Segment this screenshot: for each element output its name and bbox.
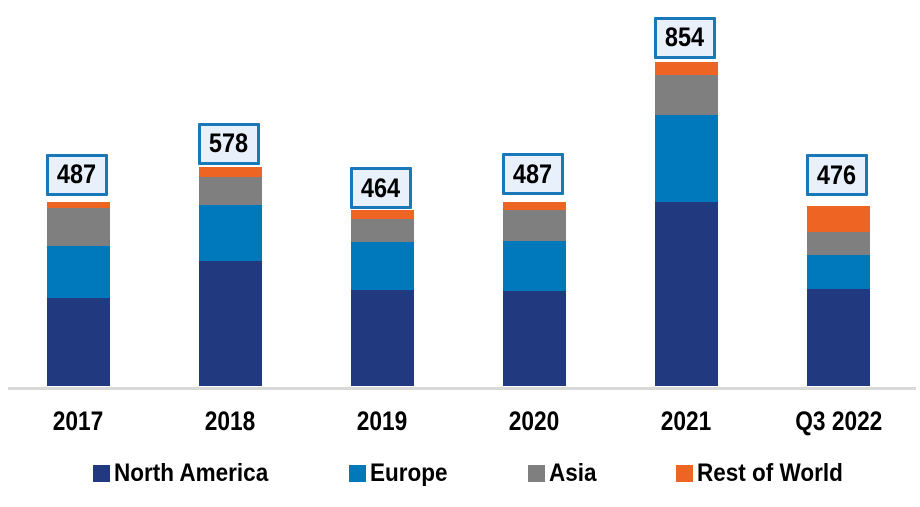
x-axis-label: 2020 bbox=[459, 405, 611, 436]
bar-segment-rest-of-world bbox=[47, 201, 110, 209]
legend-label: Rest of World bbox=[696, 458, 843, 487]
bar-segment-europe bbox=[503, 240, 566, 291]
bar-segment-rest-of-world bbox=[655, 62, 718, 76]
x-axis-line bbox=[8, 387, 916, 390]
total-label-box: 854 bbox=[653, 16, 716, 59]
x-axis-label-text: 2019 bbox=[357, 405, 408, 436]
bar-segment-europe bbox=[351, 241, 414, 291]
x-axis-label: 2021 bbox=[611, 405, 763, 436]
bar-segment-north-america bbox=[655, 201, 718, 387]
bar-segment-north-america bbox=[199, 260, 262, 387]
x-axis-label-text: 2020 bbox=[509, 405, 560, 436]
total-label-value: 487 bbox=[56, 159, 97, 190]
total-label-value: 578 bbox=[208, 128, 249, 159]
bar-segment-asia bbox=[47, 208, 110, 246]
total-label-box: 487 bbox=[45, 153, 108, 196]
total-label-box: 487 bbox=[501, 153, 564, 196]
bar-segment-asia bbox=[503, 209, 566, 241]
x-axis-label: 2019 bbox=[307, 405, 459, 436]
x-axis-label-text: Q3 2022 bbox=[794, 405, 883, 436]
bar-segment-rest-of-world bbox=[199, 167, 262, 178]
bar-segment-rest-of-world bbox=[351, 210, 414, 219]
total-label-value: 476 bbox=[816, 159, 857, 190]
bar-segment-europe bbox=[807, 255, 870, 289]
bar-segment-europe bbox=[47, 245, 110, 299]
x-axis-label-text: 2017 bbox=[53, 405, 104, 436]
legend-swatch-icon bbox=[348, 464, 366, 482]
legend-label: North America bbox=[114, 458, 269, 487]
bar-segment-asia bbox=[807, 232, 870, 256]
x-axis-label: 2017 bbox=[3, 405, 155, 436]
bar-segment-europe bbox=[199, 204, 262, 261]
x-axis-label-text: 2018 bbox=[205, 405, 256, 436]
total-label-box: 578 bbox=[197, 122, 260, 165]
bar-segment-north-america bbox=[47, 298, 110, 387]
bar-segment-north-america bbox=[503, 290, 566, 387]
bar-segment-rest-of-world bbox=[503, 201, 566, 210]
legend-swatch-icon bbox=[528, 464, 546, 482]
total-label-value: 464 bbox=[360, 172, 401, 203]
x-axis-label: Q3 2022 bbox=[763, 405, 915, 436]
total-label-box: 476 bbox=[805, 154, 868, 197]
bar-segment-asia bbox=[351, 218, 414, 242]
bar-segment-north-america bbox=[351, 290, 414, 387]
bar-segment-europe bbox=[655, 114, 718, 202]
x-axis-label: 2018 bbox=[155, 405, 307, 436]
bar-segment-asia bbox=[199, 177, 262, 205]
legend-label: Asia bbox=[549, 458, 597, 487]
total-label-box: 464 bbox=[349, 167, 412, 210]
legend-swatch-icon bbox=[675, 464, 693, 482]
legend-label: Europe bbox=[369, 458, 448, 487]
bar-segment-rest-of-world bbox=[807, 205, 870, 233]
bar-segment-north-america bbox=[807, 288, 870, 387]
total-label-value: 854 bbox=[664, 22, 705, 53]
x-axis-label-text: 2021 bbox=[661, 405, 712, 436]
total-label-value: 487 bbox=[512, 158, 553, 189]
legend-swatch-icon bbox=[93, 464, 110, 482]
bar-segment-asia bbox=[655, 75, 718, 115]
